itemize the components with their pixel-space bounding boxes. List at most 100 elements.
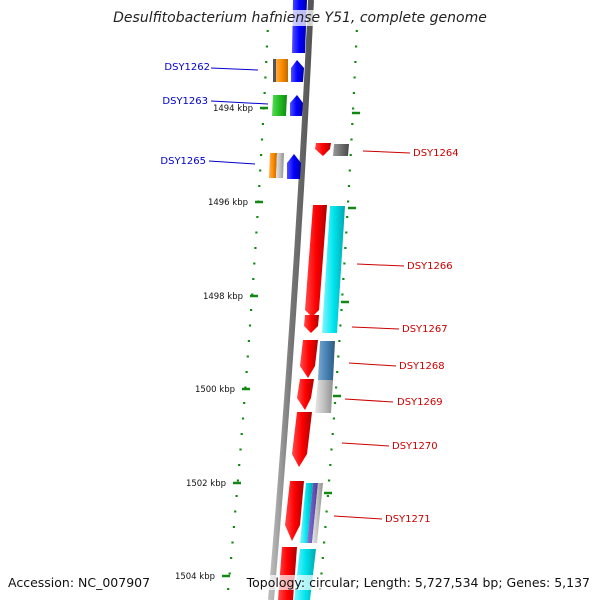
gene-arrow-forward[interactable] bbox=[291, 60, 304, 82]
minor-tick bbox=[335, 386, 338, 389]
minor-tick bbox=[326, 495, 329, 497]
minor-tick bbox=[256, 216, 259, 218]
minor-tick bbox=[231, 541, 234, 544]
minor-tick bbox=[238, 464, 241, 466]
minor-tick bbox=[325, 510, 328, 513]
gene-label-dsy1270[interactable]: DSY1270 bbox=[392, 441, 438, 452]
feature-green[interactable] bbox=[272, 95, 287, 116]
minor-tick bbox=[252, 278, 255, 280]
gene-arrow-reverse[interactable] bbox=[285, 481, 304, 541]
ruler-label: 1504 kbp bbox=[175, 572, 215, 582]
feature-gray[interactable] bbox=[312, 483, 323, 543]
gene-arrow-forward[interactable] bbox=[287, 154, 301, 179]
minor-tick bbox=[240, 433, 243, 435]
minor-tick bbox=[346, 216, 349, 218]
feature-orange[interactable] bbox=[269, 153, 277, 178]
minor-tick bbox=[259, 169, 262, 172]
minor-tick bbox=[321, 557, 324, 559]
gene-arrow-forward[interactable] bbox=[292, 0, 307, 53]
minor-tick bbox=[261, 123, 264, 125]
gene-label-dsy1265[interactable]: DSY1265 bbox=[160, 156, 206, 167]
minor-tick bbox=[344, 247, 347, 249]
minor-tick bbox=[263, 92, 266, 94]
minor-tick bbox=[258, 185, 261, 187]
minor-tick bbox=[345, 231, 348, 234]
left-tick-track bbox=[227, 30, 269, 590]
gene-arrow-reverse[interactable] bbox=[304, 315, 319, 333]
gene-label-dsy1268[interactable]: DSY1268 bbox=[399, 361, 445, 372]
minor-tick bbox=[333, 402, 337, 404]
minor-tick bbox=[266, 30, 269, 32]
minor-tick bbox=[330, 448, 333, 451]
gene-arrow-forward[interactable] bbox=[290, 95, 303, 116]
gene-arrow-reverse[interactable] bbox=[292, 412, 312, 467]
minor-tick bbox=[349, 154, 352, 156]
gene-label-dsy1269[interactable]: DSY1269 bbox=[397, 397, 443, 408]
minor-tick bbox=[352, 92, 355, 94]
minor-tick bbox=[323, 541, 326, 544]
gene-label-dsy1263[interactable]: DSY1263 bbox=[162, 96, 208, 107]
minor-tick bbox=[241, 417, 245, 420]
minor-tick bbox=[324, 526, 327, 528]
minor-tick bbox=[246, 355, 249, 358]
minor-tick bbox=[232, 526, 235, 528]
gene-arrow-reverse[interactable] bbox=[305, 205, 327, 317]
minor-tick bbox=[247, 340, 250, 342]
minor-tick bbox=[340, 309, 343, 311]
ruler-label: 1496 kbp bbox=[208, 198, 248, 208]
ruler-label: 1502 kbp bbox=[186, 479, 226, 489]
minor-tick bbox=[251, 293, 254, 296]
minor-tick bbox=[329, 464, 332, 466]
feature-steelblue[interactable] bbox=[318, 341, 335, 380]
gene-label-dsy1267[interactable]: DSY1267 bbox=[402, 324, 448, 335]
feature-orange[interactable] bbox=[275, 59, 288, 82]
feature-purple[interactable] bbox=[307, 483, 318, 543]
gene-label-dsy1262[interactable]: DSY1262 bbox=[164, 62, 210, 73]
minor-tick bbox=[265, 61, 268, 63]
feature-gray[interactable] bbox=[276, 153, 284, 178]
gene-label-dsy1266[interactable]: DSY1266 bbox=[407, 261, 453, 272]
minor-tick bbox=[320, 572, 323, 575]
accession-text: Accession: NC_007907 bbox=[8, 575, 151, 590]
minor-tick bbox=[245, 371, 248, 373]
gene-label-dsy1271[interactable]: DSY1271 bbox=[385, 514, 431, 525]
minor-tick bbox=[342, 278, 345, 280]
minor-tick bbox=[236, 479, 239, 482]
ruler-ticks bbox=[222, 106, 360, 578]
minor-tick bbox=[355, 45, 358, 48]
minor-tick bbox=[347, 200, 350, 203]
gene-arrow-reverse[interactable] bbox=[300, 340, 318, 378]
gene-labels: DSY1262 DSY1263 DSY1264 DSY1265 DSY1266 … bbox=[160, 62, 458, 525]
feature-darkgray[interactable] bbox=[333, 144, 349, 156]
feature-cyan[interactable] bbox=[300, 483, 313, 543]
minor-tick bbox=[255, 231, 258, 234]
minor-tick bbox=[353, 76, 356, 79]
ruler-label: 1500 kbp bbox=[195, 385, 235, 395]
minor-tick bbox=[337, 355, 340, 358]
feature-cyan[interactable] bbox=[322, 206, 345, 333]
topology-text: Topology: circular; Length: 5,727,534 bp… bbox=[246, 575, 590, 590]
minor-tick bbox=[248, 324, 252, 327]
minor-tick bbox=[239, 448, 242, 451]
feature-dark[interactable] bbox=[273, 59, 276, 82]
minor-tick bbox=[339, 324, 342, 327]
genome-title: Desulfitobacterium hafniense Y51, comple… bbox=[0, 10, 600, 26]
minor-tick bbox=[331, 433, 334, 435]
minor-tick bbox=[341, 293, 344, 296]
ruler-label: 1498 kbp bbox=[203, 292, 243, 302]
minor-tick bbox=[254, 247, 257, 249]
gene-label-dsy1264[interactable]: DSY1264 bbox=[413, 148, 459, 159]
minor-tick bbox=[336, 371, 339, 373]
minor-tick bbox=[228, 572, 231, 575]
minor-tick bbox=[354, 61, 357, 63]
minor-tick bbox=[338, 340, 341, 342]
gene-arrow-reverse[interactable] bbox=[278, 547, 297, 600]
gene-arrow-reverse[interactable] bbox=[297, 379, 314, 410]
gene-arrow-reverse[interactable] bbox=[315, 143, 331, 156]
minor-tick bbox=[355, 30, 358, 32]
minor-tick bbox=[243, 402, 246, 404]
minor-tick bbox=[260, 154, 263, 156]
feature-gray[interactable] bbox=[315, 380, 333, 413]
